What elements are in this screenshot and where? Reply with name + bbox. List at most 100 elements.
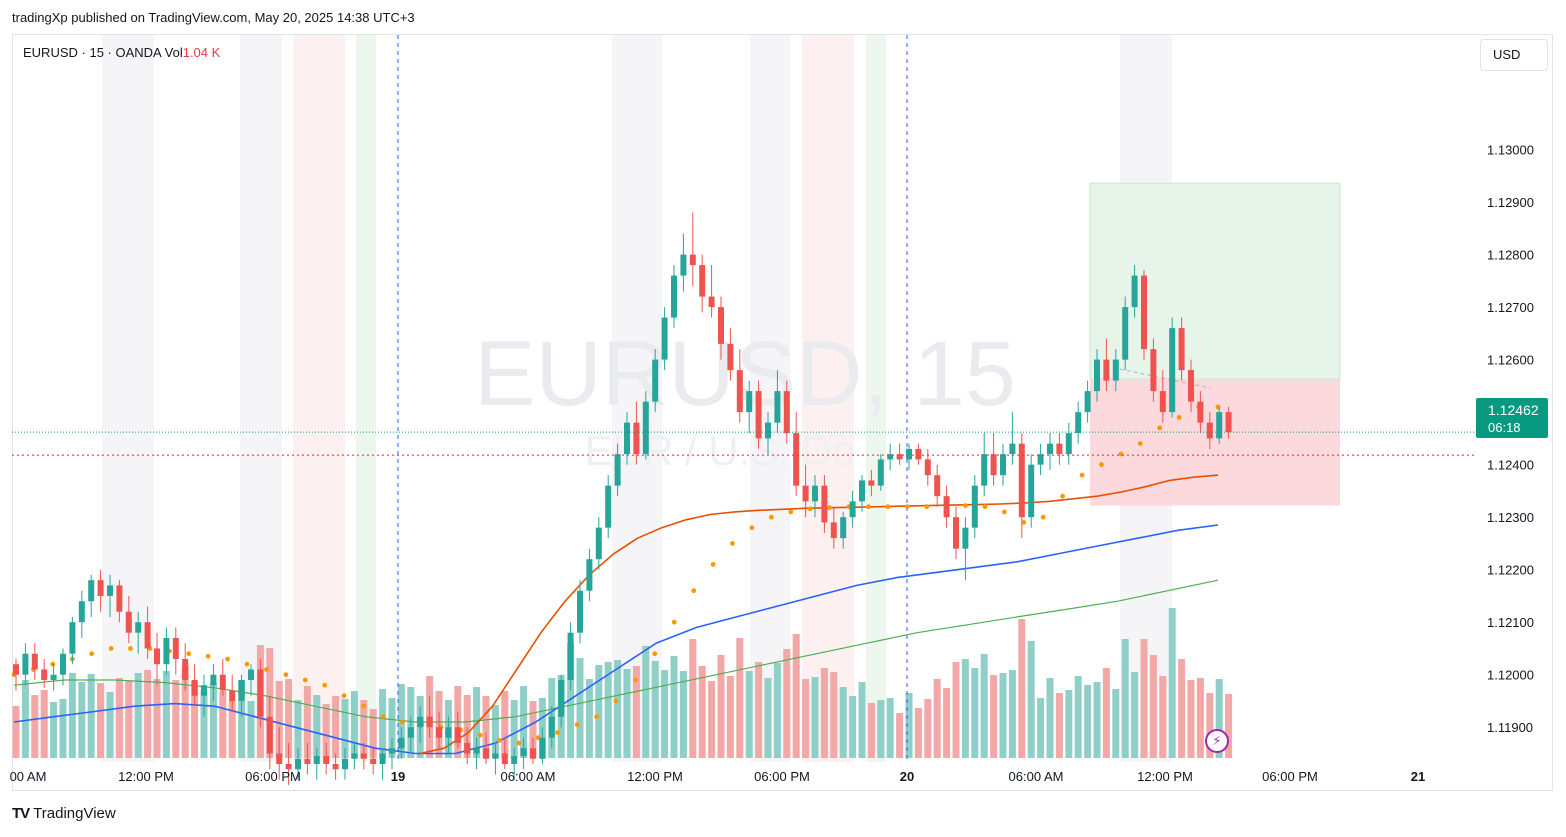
volume-bar [877, 700, 885, 758]
candle-body [88, 580, 95, 602]
volume-bar [1178, 659, 1186, 758]
volume-bar [172, 680, 180, 758]
x-tick-label: 06:00 AM [501, 769, 556, 784]
candle-body [511, 756, 518, 764]
volume-bar [1121, 639, 1129, 758]
candle-body [624, 422, 630, 455]
candle-body [266, 716, 273, 754]
axes: 1.130001.129001.128001.127001.126001.125… [10, 143, 1534, 785]
candle-body [812, 485, 818, 502]
ema-fast-dot [1040, 514, 1046, 520]
ema-fast-dot [264, 667, 269, 672]
candle-body [614, 454, 621, 486]
ema-fast-dot [710, 562, 716, 567]
volume-bar [773, 663, 781, 758]
volume-bar [332, 696, 340, 758]
candle-body [830, 522, 837, 539]
candle-body [50, 674, 57, 680]
candle-body [1056, 443, 1063, 455]
volume-bar [642, 646, 650, 758]
candle-body [22, 653, 29, 675]
candle-body [332, 764, 339, 770]
symbol-legend[interactable]: EURUSD · 15 · OANDA Vol1.04 K [23, 45, 221, 60]
candle-body [671, 275, 677, 318]
volume-bar [294, 700, 302, 758]
ema-fast-dot [963, 503, 968, 508]
candle-body [436, 727, 442, 738]
lightning-icon[interactable]: ⚡ [1205, 729, 1229, 753]
volume-bar [1027, 641, 1035, 758]
session-band [802, 35, 854, 762]
volume-bar [162, 671, 170, 758]
tradingview-logo-icon: TV [12, 805, 30, 822]
candle-body [689, 254, 696, 266]
candle-body [520, 748, 527, 757]
candle-body [595, 527, 602, 560]
volume-bar [125, 681, 133, 758]
x-tick-label: 12:00 PM [118, 769, 174, 784]
y-tick-label: 1.12800 [1487, 248, 1534, 263]
candle-body [962, 527, 969, 549]
candle-body [201, 685, 207, 696]
ema-fast-dot [89, 651, 95, 657]
session-background-bands [102, 35, 1172, 762]
ema-fast-dot [1021, 520, 1027, 525]
x-tick-label: 06:00 PM [1262, 769, 1318, 784]
volume-bar [670, 656, 678, 758]
volume-bar [1131, 672, 1139, 758]
volume-bar [1074, 676, 1082, 758]
volume-bar [1149, 655, 1157, 758]
ema-fast-dot [497, 738, 502, 743]
ema-fast-dot [613, 698, 619, 704]
candle-body [1206, 422, 1213, 439]
candle-body [1047, 443, 1053, 455]
volume-bar [1093, 682, 1101, 758]
ema-fast-dot [1099, 462, 1104, 467]
candle-body [680, 254, 687, 276]
tradingview-brand[interactable]: TV TradingView [12, 805, 116, 822]
volume-bar [980, 654, 988, 758]
volume-bar [914, 708, 922, 758]
volume-bar [1102, 668, 1110, 758]
currency-selector-button[interactable]: USD [1480, 39, 1548, 71]
brand-name: TradingView [33, 805, 116, 822]
x-tick-label: 12:00 PM [627, 769, 683, 784]
ema-fast-dot [885, 504, 891, 510]
volume-bar [31, 695, 39, 758]
volume-bar [341, 699, 349, 758]
candle-body [229, 690, 236, 701]
candle-body [981, 454, 988, 486]
candlesticks [13, 212, 1232, 786]
candle-body [1065, 433, 1072, 455]
ema-fast-dot [400, 719, 405, 725]
volume-bar [952, 662, 960, 758]
candle-body [445, 727, 452, 738]
volume-bar [567, 643, 575, 758]
candle-body [501, 753, 508, 764]
volume-bar [191, 681, 199, 758]
candle-body [219, 674, 226, 691]
volume-bar [1046, 678, 1054, 758]
x-tick-label: 06:00 PM [245, 769, 301, 784]
session-band [293, 35, 345, 762]
volume-bar [153, 679, 161, 758]
candle-body [248, 669, 254, 680]
ema-fast-dot [982, 504, 988, 510]
volume-bar [1187, 680, 1195, 758]
volume-bar [1168, 608, 1176, 758]
candle-body [41, 669, 48, 680]
volume-bar [1159, 676, 1167, 758]
candle-body [821, 485, 828, 523]
candle-body [107, 585, 113, 596]
candle-body [13, 664, 19, 675]
candle-body [454, 727, 461, 743]
volume-bar [717, 655, 725, 758]
candle-body [426, 716, 433, 728]
ema-fast-dot [1002, 509, 1007, 515]
volume-bar [604, 662, 612, 758]
ema-fast-dot [225, 656, 231, 662]
candle-body [389, 748, 395, 754]
volume-bar [134, 673, 142, 758]
candle-body [398, 737, 405, 749]
